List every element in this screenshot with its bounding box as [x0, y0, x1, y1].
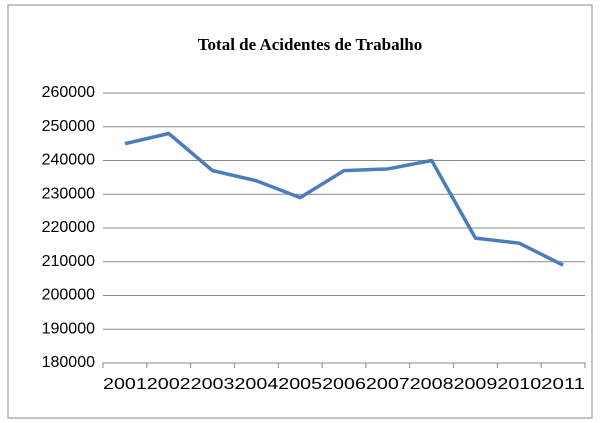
x-tick-label: 2008	[410, 376, 454, 393]
y-tick-label: 200000	[42, 287, 95, 304]
data-line	[124, 131, 564, 267]
y-tick-label: 230000	[42, 185, 95, 202]
y-tick-label: 210000	[42, 253, 95, 270]
chart-title: Total de Acidentes de Trabalho	[198, 35, 423, 54]
x-tick-label: 2011	[541, 376, 585, 393]
x-tick-label: 2003	[191, 376, 235, 393]
y-tick-label: 220000	[42, 219, 95, 236]
y-tick-label: 260000	[42, 84, 95, 101]
x-tick-label: 2009	[454, 376, 498, 393]
x-tick-label: 2001	[103, 376, 147, 393]
y-tick-label: 190000	[42, 320, 95, 337]
chart-frame	[7, 4, 593, 419]
y-tick-label: 250000	[42, 118, 95, 135]
x-tick-label: 2005	[278, 376, 322, 393]
y-tick-label: 180000	[42, 354, 95, 371]
x-tick-label: 2010	[497, 376, 541, 393]
x-tick-label: 2007	[366, 376, 410, 393]
y-tick-label: 240000	[42, 152, 95, 169]
x-tick-label: 2004	[234, 376, 278, 393]
x-tick-label: 2006	[322, 376, 366, 393]
x-tick-label: 2002	[147, 376, 191, 393]
